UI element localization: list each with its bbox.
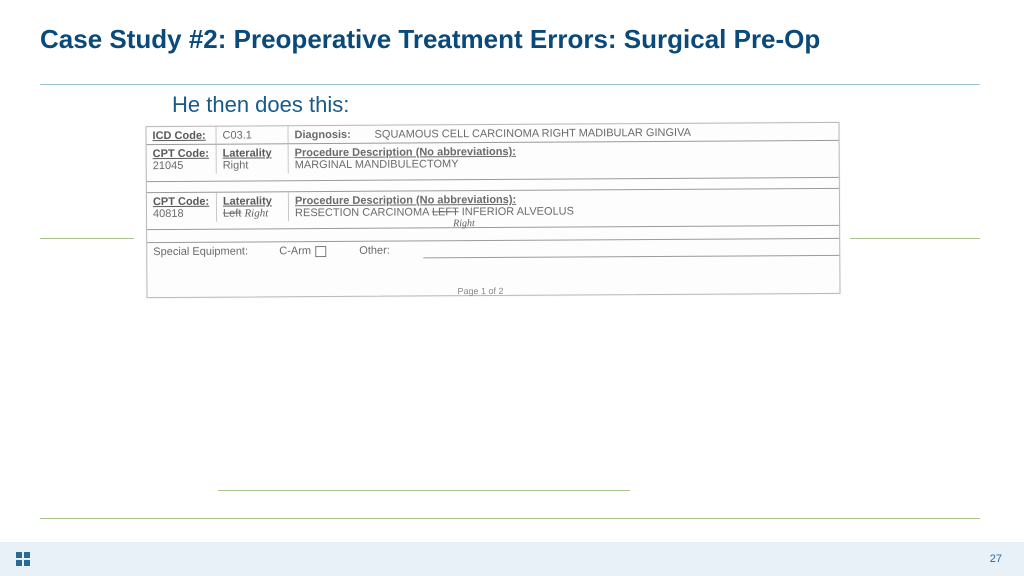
slide-footer: 27 xyxy=(0,542,1024,576)
slide-title: Case Study #2: Preoperative Treatment Er… xyxy=(40,24,820,55)
title-rule xyxy=(40,84,980,85)
other-label: Other: xyxy=(353,241,423,258)
diagnosis-label: Diagnosis: xyxy=(295,129,351,141)
procedure-desc-value: RESECTION CARCINOMA LEFT INFERIOR ALVEOL… xyxy=(295,204,833,219)
laterality-label: Laterality xyxy=(223,147,282,159)
subtitle: He then does this: xyxy=(172,92,349,118)
accent-line-bottom xyxy=(218,490,630,491)
form-page-indicator: Page 1 of 2 xyxy=(457,286,503,296)
laterality-value: Right xyxy=(223,159,282,171)
other-value-line xyxy=(423,239,839,259)
cpt-code-label: CPT Code: xyxy=(153,196,210,208)
logo-icon xyxy=(16,552,30,566)
accent-line-right xyxy=(850,238,980,239)
cpt-code-value: 21045 xyxy=(153,160,210,172)
accent-line-left xyxy=(40,238,134,239)
cpt-code-label: CPT Code: xyxy=(153,148,210,160)
laterality-label: Laterality xyxy=(223,195,282,207)
form-row-cpt-1: CPT Code: 21045 Laterality Right Procedu… xyxy=(147,141,839,174)
diagnosis-value: SQUAMOUS CELL CARCINOMA RIGHT MADIBULAR … xyxy=(368,123,838,143)
accent-line-full xyxy=(40,518,980,519)
page-number: 27 xyxy=(990,553,1002,565)
cpt-code-value: 40818 xyxy=(153,208,210,220)
slide: Case Study #2: Preoperative Treatment Er… xyxy=(0,0,1024,576)
c-arm-checkbox xyxy=(315,246,326,257)
laterality-handwritten: Right xyxy=(244,207,268,219)
special-equipment-label: Special Equipment: xyxy=(147,242,273,260)
icd-code-value: C03.1 xyxy=(216,126,288,143)
procedure-desc-value: MARGINAL MANDIBULECTOMY xyxy=(295,156,833,171)
icd-code-label: ICD Code: xyxy=(153,130,206,142)
special-equipment-value: C-Arm xyxy=(279,245,311,257)
scanned-form: ICD Code: C03.1 Diagnosis: SQUAMOUS CELL… xyxy=(145,122,840,298)
procedure-handwritten: Right xyxy=(453,218,475,229)
form-row-equipment: Special Equipment: C-Arm Other: xyxy=(147,238,839,260)
laterality-strike: Left xyxy=(223,208,241,220)
form-row-cpt-2: CPT Code: 40818 Laterality Left Right Pr… xyxy=(147,188,839,222)
